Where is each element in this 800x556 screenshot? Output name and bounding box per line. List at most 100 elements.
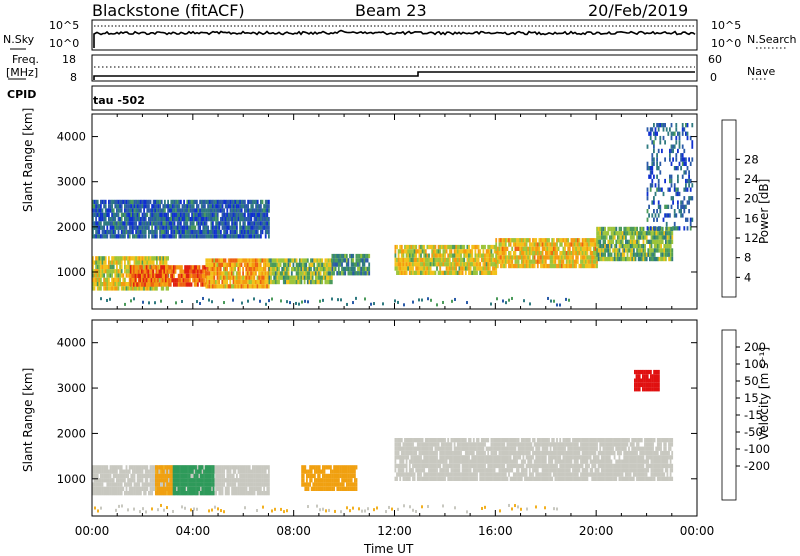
data-cell [196,204,198,208]
data-cell [612,235,614,239]
data-cell [114,213,116,217]
data-cell [143,270,145,274]
data-cell [454,298,456,301]
data-cell [484,254,486,258]
data-cell [155,274,157,278]
data-cell [162,278,164,282]
data-cell [268,230,270,234]
data-cell [137,465,139,469]
data-cell [102,487,104,491]
data-cell [518,242,520,246]
data-cell [441,451,443,455]
data-cell [566,238,568,242]
data-cell [670,227,672,231]
data-cell [150,261,152,265]
data-cell [126,491,128,495]
data-cell [265,226,267,230]
data-cell [344,487,346,491]
data-cell [587,255,589,259]
data-cell [210,284,212,288]
data-cell [134,478,136,482]
data-cell [223,234,225,238]
data-cell [364,258,366,262]
data-cell [152,278,154,282]
data-cell [419,455,421,459]
data-cell [142,221,144,225]
data-cell [138,213,140,217]
data-cell [331,297,333,300]
data-cell [411,447,413,451]
data-cell [341,482,343,486]
data-cell [668,231,670,235]
data-cell [524,242,526,246]
data-cell [433,249,435,253]
data-cell [126,282,128,286]
data-cell [171,278,173,282]
data-cell [169,217,171,221]
data-cell [206,474,208,478]
data-cell [399,266,401,270]
data-cell [210,276,212,280]
data-cell [272,280,274,284]
data-cell [427,472,429,476]
data-cell [336,258,338,262]
data-cell [638,244,640,248]
data-cell [97,200,99,204]
data-cell [197,487,199,491]
data-cell [258,271,260,275]
data-cell [268,284,270,288]
data-cell [367,267,369,271]
data-cell [661,149,663,153]
data-cell [252,487,254,491]
data-cell [241,482,243,486]
data-cell [225,200,227,204]
data-cell [97,482,99,486]
data-cell [134,256,136,260]
data-cell [638,248,640,252]
data-cell [134,221,136,225]
data-cell [158,200,160,204]
data-cell [340,470,342,474]
data-cell [195,474,197,478]
data-cell [349,465,351,469]
data-cell [178,278,180,282]
data-cell [223,217,225,221]
data-cell [196,234,198,238]
data-cell [164,256,166,260]
data-cell [588,260,590,264]
data-cell [124,261,126,265]
data-cell [307,258,309,262]
data-cell [196,208,198,212]
data-cell [403,472,405,476]
data-cell [122,213,124,217]
data-cell [223,482,225,486]
data-cell [406,254,408,258]
data-cell [239,474,241,478]
data-cell [151,230,153,234]
data-cell [649,231,651,235]
data-cell [234,208,236,212]
data-cell [172,217,174,221]
data-cell [106,234,108,238]
data-cell [540,264,542,268]
data-cell [222,221,224,225]
data-cell [257,276,259,280]
data-cell [241,234,243,238]
data-cell [213,465,215,469]
data-cell [151,261,153,265]
data-cell [153,256,155,260]
data-cell [316,470,318,474]
data-cell [180,213,182,217]
data-cell [105,491,107,495]
data-cell [414,271,416,275]
data-cell [134,217,136,221]
data-cell [355,297,357,300]
data-cell [193,208,195,212]
data-cell [567,251,569,255]
data-cell [399,438,401,442]
data-cell [247,470,249,474]
data-cell [97,269,99,273]
data-cell [518,247,520,251]
data-cell [211,482,213,486]
data-cell [449,464,451,468]
